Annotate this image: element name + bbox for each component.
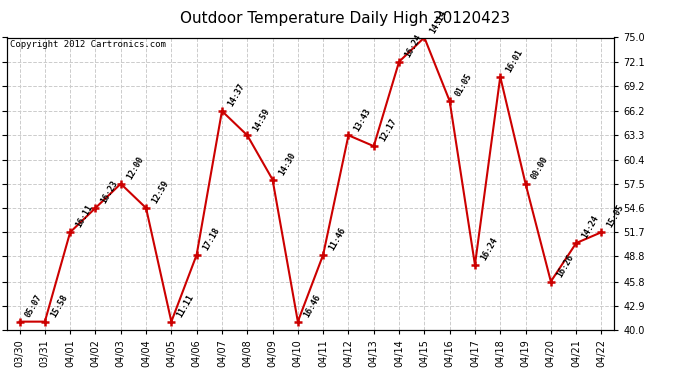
Text: 14:30: 14:30 xyxy=(277,151,297,177)
Text: 12:59: 12:59 xyxy=(150,179,170,205)
Text: 00:00: 00:00 xyxy=(530,155,550,181)
Text: 16:24: 16:24 xyxy=(479,236,500,262)
Text: 15:05: 15:05 xyxy=(606,203,626,229)
Text: 13:43: 13:43 xyxy=(353,106,373,132)
Text: 16:01: 16:01 xyxy=(504,48,524,74)
Text: Copyright 2012 Cartronics.com: Copyright 2012 Cartronics.com xyxy=(10,40,166,50)
Text: 16:23: 16:23 xyxy=(99,179,120,205)
Text: 11:11: 11:11 xyxy=(175,293,196,319)
Text: 11:46: 11:46 xyxy=(327,226,348,252)
Text: 17:18: 17:18 xyxy=(201,226,221,252)
Text: 14:24: 14:24 xyxy=(580,214,600,240)
Text: Outdoor Temperature Daily High 20120423: Outdoor Temperature Daily High 20120423 xyxy=(180,11,510,26)
Text: 12:17: 12:17 xyxy=(378,117,398,143)
Text: 12:00: 12:00 xyxy=(125,155,145,181)
Text: 05:07: 05:07 xyxy=(23,293,44,319)
Text: 14:59: 14:59 xyxy=(251,106,272,132)
Text: 16:26: 16:26 xyxy=(555,253,575,279)
Text: 15:58: 15:58 xyxy=(49,293,69,319)
Text: 14:14: 14:14 xyxy=(428,9,448,35)
Text: 14:37: 14:37 xyxy=(226,82,246,108)
Text: 16:11: 16:11 xyxy=(75,203,95,229)
Text: 16:46: 16:46 xyxy=(302,293,322,319)
Text: 01:05: 01:05 xyxy=(454,72,474,98)
Text: 16:24: 16:24 xyxy=(403,33,424,59)
